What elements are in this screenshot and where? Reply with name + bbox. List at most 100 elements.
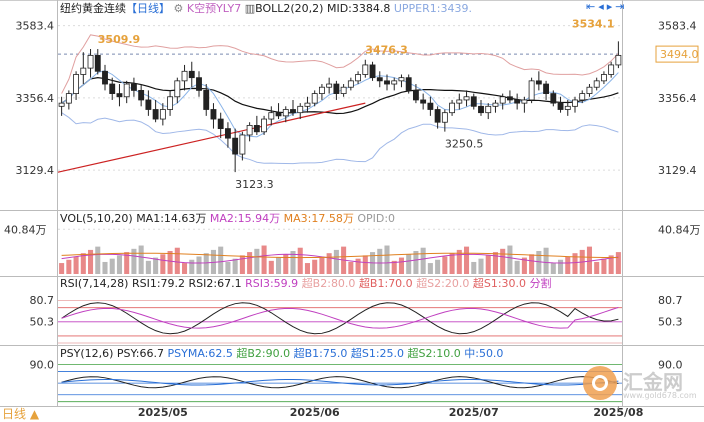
volume-bar xyxy=(95,246,101,274)
psy-s2: 超S2:10.0 xyxy=(407,347,461,360)
candle-body xyxy=(485,105,492,114)
volume-bar xyxy=(290,251,296,274)
volume-bar xyxy=(572,253,578,274)
candle-body xyxy=(420,99,427,104)
rsi-tick-right: 50.3 xyxy=(658,316,683,329)
candle-body xyxy=(528,80,535,101)
candle-body xyxy=(398,77,405,82)
rsi-tick-left: 50.3 xyxy=(30,316,55,329)
candle-body xyxy=(318,86,325,94)
candle-body xyxy=(217,118,224,130)
settings-icon[interactable]: ⚙ xyxy=(173,2,184,15)
volume-bar xyxy=(449,253,455,274)
ma5-line xyxy=(61,70,619,138)
vol-ma3-line xyxy=(61,252,619,259)
psy-tick-right: 90.0 xyxy=(658,359,683,372)
volume-bar xyxy=(276,257,282,274)
candle-body xyxy=(152,109,159,120)
x-axis-label: 2025/05 xyxy=(138,406,188,419)
last-page-icon[interactable]: ⇥ xyxy=(615,0,628,13)
candle-body xyxy=(130,83,137,91)
price-tag-label: 3494.0 xyxy=(660,48,699,61)
nav-icons: ⇤◂▸⇥ xyxy=(586,0,628,14)
candle-body xyxy=(355,74,362,82)
candle-body xyxy=(449,102,456,114)
volume-bar xyxy=(471,261,477,274)
annotation-label: 3509.9 xyxy=(98,33,140,46)
volume-bar xyxy=(333,249,339,274)
candle-body xyxy=(188,70,195,79)
price-tick-left: 3583.4 xyxy=(16,20,55,33)
volume-bar xyxy=(116,255,122,274)
candle-body xyxy=(159,109,166,120)
period-switch-button[interactable]: 日线 ▲ xyxy=(2,407,39,421)
annotation-label: 3534.1 xyxy=(572,17,614,30)
volume-bar xyxy=(413,251,419,274)
psy-mid: 中:50.0 xyxy=(464,347,504,360)
candle-body xyxy=(572,99,578,107)
psy-b2: 超B2:90.0 xyxy=(236,347,291,360)
prev-icon[interactable]: ◂ xyxy=(598,0,607,13)
volume-bar xyxy=(189,259,195,274)
candle-body xyxy=(478,105,484,114)
candle-body xyxy=(311,93,318,104)
volume-bar xyxy=(225,261,231,274)
first-page-icon[interactable]: ⇤ xyxy=(586,0,599,13)
watermark-name: 汇金网 xyxy=(623,370,683,394)
volume-bar xyxy=(514,260,520,274)
next-icon[interactable]: ▸ xyxy=(606,0,616,13)
psy-line xyxy=(61,376,619,389)
volume-bar xyxy=(391,260,397,274)
volume-bar xyxy=(239,255,245,274)
volume-bar xyxy=(182,263,188,274)
volume-bar xyxy=(355,258,361,274)
watermark: 汇金网 www.gold678.com xyxy=(583,364,701,404)
volume-bar xyxy=(326,253,332,274)
candle-body xyxy=(253,125,260,133)
watermark-logo-inner xyxy=(592,375,608,391)
candle-body xyxy=(58,102,65,107)
volume-bar xyxy=(174,247,180,274)
candle-body xyxy=(65,93,72,104)
rsi-s2: 超S2:20.0 xyxy=(416,277,470,290)
volume-bar xyxy=(420,247,426,274)
price-tag-box xyxy=(655,45,699,63)
volume-bar xyxy=(507,245,513,274)
annotation-label: 3250.5 xyxy=(445,138,484,151)
volume-bar xyxy=(550,263,556,274)
rsi-3: RSI3:59.9 xyxy=(245,277,299,290)
volume-bar xyxy=(283,254,289,274)
candle-body xyxy=(463,96,470,101)
rsi-b2: 超B2:80.0 xyxy=(301,277,356,290)
volume-bar xyxy=(312,259,318,274)
period-label[interactable]: 【日线】 xyxy=(126,2,170,15)
volume-bar xyxy=(362,255,368,274)
rsi-header: RSI(7,14,28) RSI1:79.2 RSI2:67.1 RSI3:59… xyxy=(60,277,552,291)
rsi2-line xyxy=(61,306,619,329)
instrument-name: 纽约黄金连续 xyxy=(60,2,126,15)
x-axis-label: 2025/06 xyxy=(290,406,340,419)
candle-body xyxy=(261,118,268,133)
candle-body xyxy=(268,112,275,120)
volume-bar xyxy=(59,263,65,274)
rsi-2: RSI2:67.1 xyxy=(188,277,242,290)
volume-bar xyxy=(268,260,274,274)
volume-bar xyxy=(384,245,390,274)
vol-title: VOL(5,10,20) xyxy=(60,212,133,225)
volume-bar xyxy=(442,256,448,274)
rsi-tick-left: 80.7 xyxy=(30,294,55,307)
volume-bar xyxy=(203,253,209,274)
volume-bar xyxy=(145,260,151,274)
boll-upper-line xyxy=(61,34,619,94)
volume-bar xyxy=(196,256,202,274)
volume-bar xyxy=(138,245,144,274)
volume-bar xyxy=(73,256,79,274)
volume-bar xyxy=(558,259,564,274)
volume-bar xyxy=(153,257,159,274)
candle-body xyxy=(210,109,217,120)
candle-body xyxy=(224,128,231,139)
volume-bar xyxy=(254,248,260,274)
candle-body xyxy=(441,112,448,123)
psy-header: PSY(12,6) PSY:66.7 PSYMA:62.5 超B2:90.0 超… xyxy=(60,347,503,361)
candle-body xyxy=(174,80,181,98)
